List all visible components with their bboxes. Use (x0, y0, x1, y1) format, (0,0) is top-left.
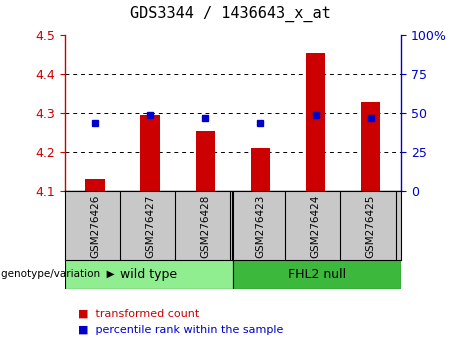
Text: wild type: wild type (120, 268, 177, 281)
Text: GSM276428: GSM276428 (200, 195, 210, 258)
Text: GSM276423: GSM276423 (255, 195, 266, 258)
Text: GSM276424: GSM276424 (311, 195, 320, 258)
Bar (65, 260, 233, 289)
Bar (195, 131, 215, 191)
Text: GSM276426: GSM276426 (90, 195, 100, 258)
Bar (251, 148, 270, 191)
Text: GDS3344 / 1436643_x_at: GDS3344 / 1436643_x_at (130, 6, 331, 22)
Bar (85, 179, 105, 191)
Text: ■  percentile rank within the sample: ■ percentile rank within the sample (78, 325, 284, 335)
Bar (233, 260, 401, 289)
Text: GSM276425: GSM276425 (366, 195, 376, 258)
Bar (306, 53, 325, 191)
Bar (361, 102, 380, 191)
Bar (141, 115, 160, 191)
Text: ■  transformed count: ■ transformed count (78, 308, 200, 318)
Text: FHL2 null: FHL2 null (288, 268, 346, 281)
Text: GSM276427: GSM276427 (145, 195, 155, 258)
Text: genotype/variation  ▶: genotype/variation ▶ (1, 269, 114, 279)
